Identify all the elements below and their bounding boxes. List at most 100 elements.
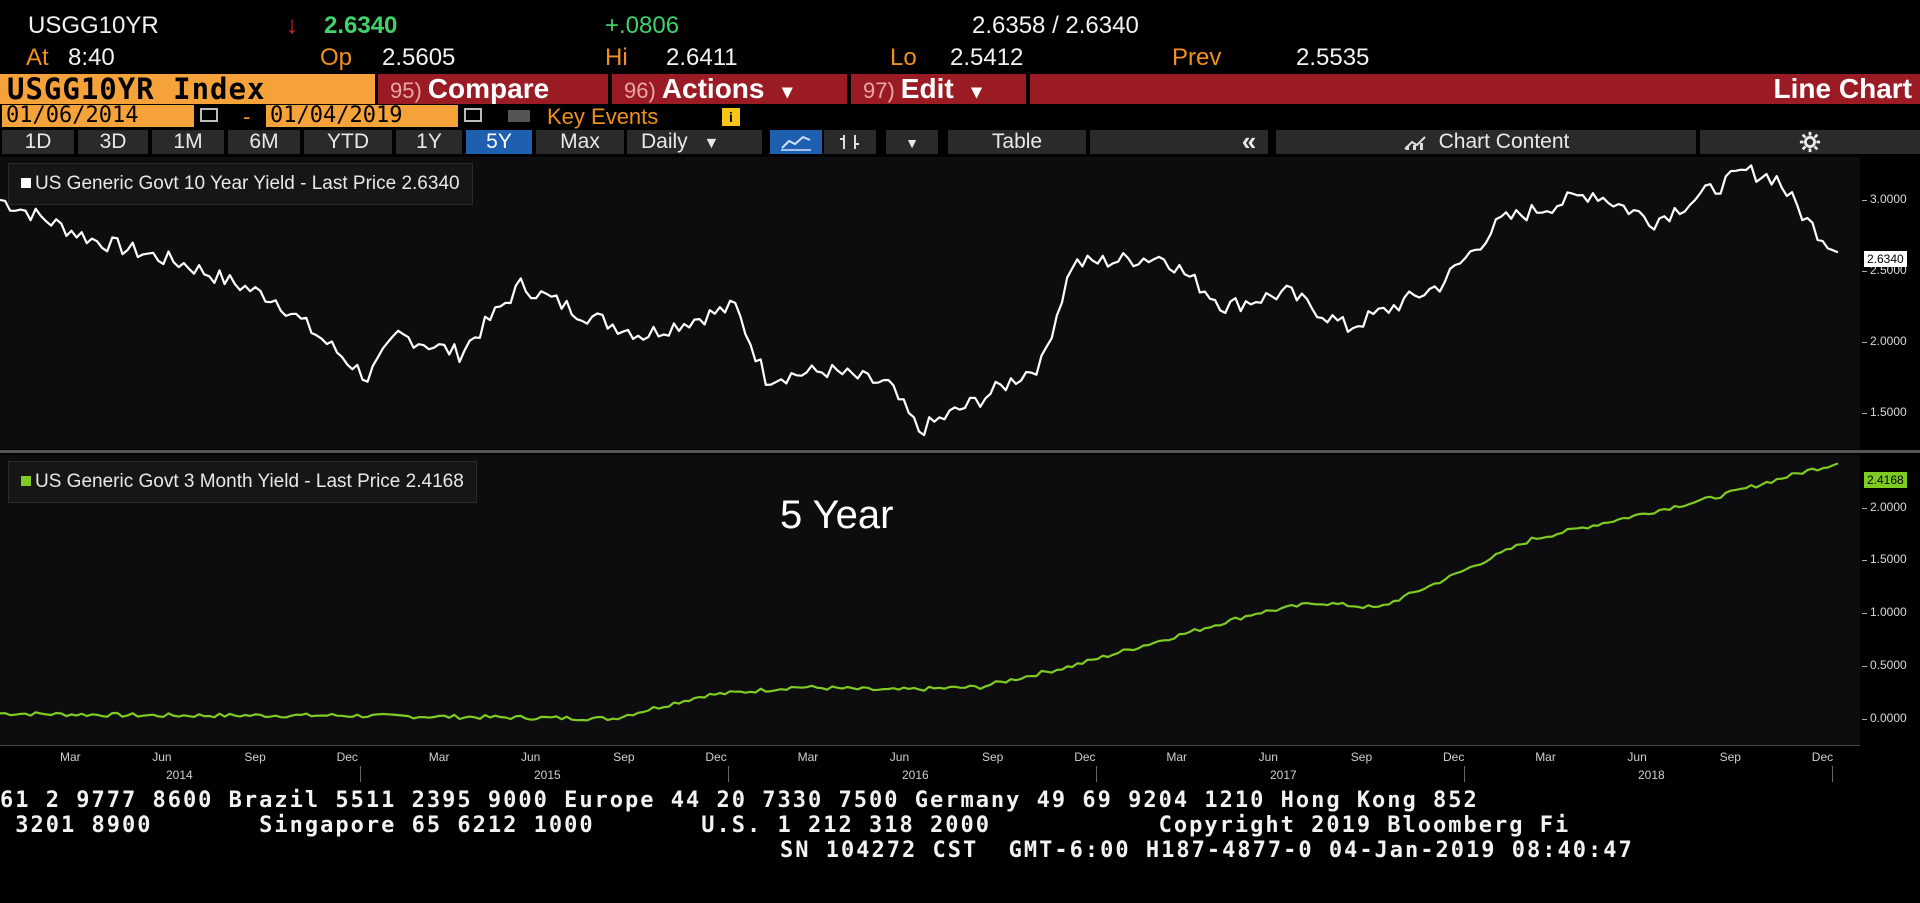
ticker: USGG10YR [28, 12, 159, 39]
panel-divider[interactable] [0, 450, 1920, 453]
compare-button[interactable]: 95) Compare [378, 74, 608, 104]
collapse-icon[interactable]: « [1230, 128, 1268, 154]
chart-content-label: Chart Content [1438, 130, 1570, 153]
net-change: +.0806 [605, 12, 680, 39]
ten-year-tick-label: 1.5000 [1870, 405, 1907, 420]
high-label: Hi [605, 44, 628, 71]
month-tick-label: Mar [60, 750, 81, 764]
frequency-select[interactable]: Daily ▼ [627, 130, 762, 154]
ten-year-y-axis: 3.0000 2.5000 2.0000 1.5000 2.6340 [1862, 157, 1920, 449]
month-tick-label: Mar [428, 750, 450, 764]
chart-type-label[interactable]: Line Chart [1773, 73, 1912, 104]
prev-label: Prev [1172, 44, 1222, 71]
period-button-3d[interactable]: 3D [78, 130, 148, 154]
three-month-last-price-tag: 2.4168 [1864, 472, 1907, 488]
ten-year-legend-text: US Generic Govt 10 Year Yield - Last Pri… [35, 173, 460, 194]
three-month-chart-panel[interactable]: US Generic Govt 3 Month Yield - Last Pri… [0, 455, 1860, 745]
security-index-field[interactable]: USGG10YR Index [0, 74, 375, 104]
line-chart-icon[interactable] [770, 130, 822, 154]
edit-label: Edit [900, 73, 954, 104]
three-month-series-line [0, 462, 1839, 722]
month-tick-label: Sep [982, 750, 1004, 764]
period-button-1m[interactable]: 1M [152, 130, 224, 154]
period-annotation: 5 Year [780, 493, 894, 537]
three-month-tick-label: 1.5000 [1870, 552, 1907, 567]
three-month-line-chart [0, 462, 1839, 722]
year-separator [360, 766, 361, 782]
frequency-label: Daily [641, 130, 688, 153]
footer-session-info: SN 104272 CST GMT-6:00 H187-4877-0 04-Ja… [780, 838, 1634, 863]
chevron-down-icon: ▾ [971, 81, 982, 103]
ten-year-last-price-tag: 2.6340 [1864, 251, 1907, 267]
prev-value: 2.5535 [1296, 44, 1370, 71]
year-separator [1464, 766, 1465, 782]
last-price: 2.6340 [324, 12, 398, 39]
month-tick-label: Dec [1443, 750, 1465, 764]
open-value: 2.5605 [382, 44, 456, 71]
three-month-tick-mark [1862, 665, 1867, 667]
ten-year-tick-label: 3.0000 [1870, 191, 1907, 206]
actions-button[interactable]: 96) Actions ▾ [612, 74, 847, 104]
year-tick-label: 2014 [166, 768, 193, 782]
open-label: Op [320, 44, 353, 71]
bar-chart-icon[interactable] [824, 130, 876, 154]
settings-gear-icon[interactable] [1700, 130, 1920, 154]
calendar-icon[interactable] [200, 108, 218, 122]
ten-year-chart-panel[interactable]: US Generic Govt 10 Year Yield - Last Pri… [0, 157, 1860, 449]
chevron-down-icon: ▼ [703, 135, 720, 152]
info-icon[interactable]: i [722, 108, 740, 126]
period-button-5y[interactable]: 5Y [466, 130, 532, 154]
month-tick-label: Sep [1350, 750, 1373, 764]
compare-number: 95) [390, 78, 422, 103]
time-x-axis: Mar Jun Sep Dec Mar Jun Sep Dec Mar Jun Sep Dec Mar J… [0, 745, 1860, 786]
ten-year-line-chart [0, 164, 1839, 437]
month-tick-label: Dec [1074, 750, 1096, 764]
ten-year-tick-mark [1862, 413, 1867, 415]
ten-year-tick-mark [1862, 270, 1867, 272]
three-month-tick-label: 2.0000 [1870, 499, 1907, 514]
chart-content-button[interactable]: Chart Content [1276, 130, 1696, 154]
key-events-checkbox[interactable] [508, 110, 530, 122]
key-events-label[interactable]: Key Events [547, 104, 659, 129]
chart-style-dropdown[interactable]: ▼ [886, 130, 938, 154]
month-tick-label: Jun [1258, 750, 1278, 764]
three-month-tick-label: 0.0000 [1870, 710, 1907, 725]
month-tick-label: Dec [1811, 750, 1834, 764]
chevron-down-icon: ▼ [905, 135, 919, 151]
month-tick-label: Jun [521, 750, 541, 764]
compare-label: Compare [427, 73, 550, 104]
three-month-legend[interactable]: US Generic Govt 3 Month Yield - Last Pri… [8, 461, 477, 503]
three-month-y-axis: 2.0000 1.5000 1.0000 0.5000 0.0000 2.4168 [1862, 455, 1920, 745]
start-date-field[interactable]: 01/06/2014 [2, 105, 194, 127]
three-month-tick-label: 0.5000 [1870, 657, 1907, 672]
year-separator [1096, 766, 1097, 782]
end-date-field[interactable]: 01/04/2019 [266, 105, 458, 127]
year-separator [728, 766, 729, 782]
period-button-1y[interactable]: 1Y [396, 130, 462, 154]
period-button-1d[interactable]: 1D [2, 130, 74, 154]
month-tick-label: Mar [1166, 750, 1188, 764]
year-tick-label: 2018 [1638, 768, 1665, 782]
year-tick-label: 2015 [534, 768, 561, 782]
footer-contacts-line-2: 3201 8900 Singapore 65 6212 1000 U.S. 1 … [0, 813, 1571, 838]
at-label: At [26, 44, 49, 71]
year-separator [1832, 766, 1833, 782]
month-tick-label: Jun [152, 750, 172, 764]
month-tick-label: Mar [797, 750, 819, 764]
month-tick-label: Sep [613, 750, 635, 764]
month-tick-label: Sep [244, 750, 266, 764]
down-arrow-icon: ↓ [286, 12, 298, 39]
year-tick-label: 2017 [1270, 768, 1297, 782]
edit-button[interactable]: 97) Edit ▾ [851, 74, 1026, 104]
table-button[interactable]: Table [948, 130, 1086, 154]
ten-year-tick-mark [1862, 199, 1867, 201]
three-month-tick-label: 1.0000 [1870, 605, 1907, 620]
actions-number: 96) [624, 78, 656, 103]
calendar-icon[interactable] [464, 108, 482, 122]
ten-year-legend[interactable]: US Generic Govt 10 Year Yield - Last Pri… [8, 163, 473, 205]
period-button-max[interactable]: Max [536, 130, 624, 154]
period-button-ytd[interactable]: YTD [304, 130, 392, 154]
bid-ask: 2.6358 / 2.6340 [972, 12, 1139, 39]
year-tick-label: 2016 [902, 768, 929, 782]
period-button-6m[interactable]: 6M [228, 130, 300, 154]
